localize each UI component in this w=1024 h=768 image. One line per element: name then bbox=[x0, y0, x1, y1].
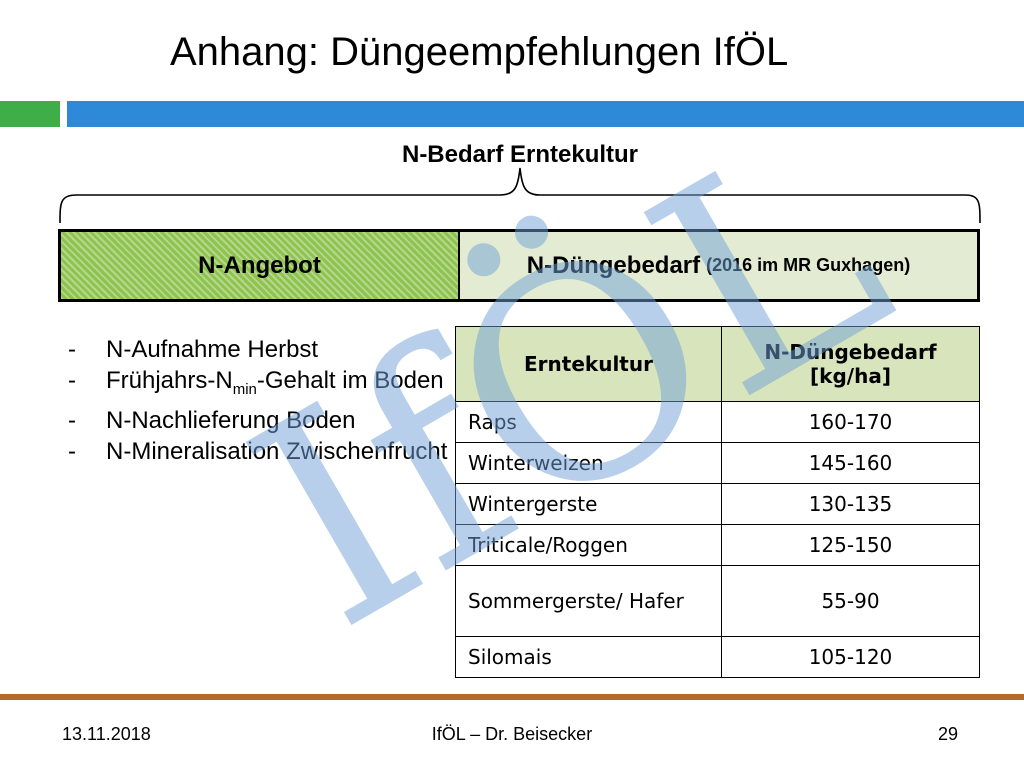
table-cell-value: 125-150 bbox=[721, 524, 980, 566]
table-cell-crop: Winterweizen bbox=[455, 442, 722, 484]
footer-author: IfÖL – Dr. Beisecker bbox=[431, 724, 593, 744]
bullet-text: Frühjahrs-Nmin-Gehalt im Boden bbox=[106, 367, 444, 398]
table-cell-value: 160-170 bbox=[721, 401, 980, 443]
bullet-list: - N-Aufnahme Herbst - Frühjahrs-Nmin-Geh… bbox=[68, 336, 448, 469]
table-header-cell: N-Düngebedarf [kg/ha] bbox=[721, 326, 980, 402]
table-cell-crop: Wintergerste bbox=[455, 483, 722, 525]
table-cell-crop: Silomais bbox=[455, 636, 722, 678]
table-cell-crop: Sommergerste/ Hafer bbox=[455, 565, 722, 637]
table-row: Triticale/Roggen 125-150 bbox=[455, 524, 980, 566]
table-header-cell: Erntekultur bbox=[455, 326, 722, 402]
bullet-text: N-Aufnahme Herbst bbox=[106, 336, 319, 363]
n-duengebedarf-label: N-Düngebedarf bbox=[526, 251, 701, 279]
footer-divider bbox=[0, 694, 1024, 700]
bullet-item: - N-Mineralisation Zwischenfrucht bbox=[68, 437, 448, 465]
curly-brace bbox=[59, 167, 981, 224]
table-row: Raps 160-170 bbox=[455, 401, 980, 443]
crop-table: Erntekultur N-Düngebedarf [kg/ha] Raps 1… bbox=[455, 326, 980, 678]
table-cell-value: 130-135 bbox=[721, 483, 980, 525]
table-row: Silomais 105-120 bbox=[455, 636, 980, 678]
table-row: Sommergerste/ Hafer 55-90 bbox=[455, 565, 980, 637]
accent-bar-green bbox=[0, 101, 60, 127]
accent-bar-blue bbox=[67, 101, 1024, 127]
n-balance-bar: N-Angebot N-Düngebedarf (2016 im MR Guxh… bbox=[58, 229, 980, 302]
table-cell-value: 105-120 bbox=[721, 636, 980, 678]
slide-title: Anhang: Düngeempfehlungen IfÖL bbox=[170, 30, 789, 74]
n-angebot-label: N-Angebot bbox=[198, 251, 321, 279]
bullet-item: - N-Nachlieferung Boden bbox=[68, 406, 356, 434]
n-duengebedarf-note: (2016 im MR Guxhagen) bbox=[706, 255, 911, 275]
table-row: Winterweizen 145-160 bbox=[455, 442, 980, 484]
bullet-item: - Frühjahrs-Nmin-Gehalt im Boden bbox=[68, 367, 448, 404]
table-header-row: Erntekultur N-Düngebedarf [kg/ha] bbox=[455, 326, 980, 402]
footer-date: 13.11.2018 bbox=[62, 724, 151, 744]
table-cell-crop: Raps bbox=[455, 401, 722, 443]
table-cell-value: 145-160 bbox=[721, 442, 980, 484]
table-cell-crop: Triticale/Roggen bbox=[455, 524, 722, 566]
table-cell-value: 55-90 bbox=[721, 565, 980, 637]
footer-page-number: 29 bbox=[938, 724, 959, 744]
bedarf-label: N-Bedarf Erntekultur bbox=[401, 141, 639, 168]
n-angebot-box: N-Angebot bbox=[61, 232, 460, 299]
table-row: Wintergerste 130-135 bbox=[455, 483, 980, 525]
bullet-text: N-Nachlieferung Boden bbox=[106, 406, 356, 434]
bullet-item: - N-Aufnahme Herbst bbox=[68, 336, 319, 363]
n-duengebedarf-box: N-Düngebedarf (2016 im MR Guxhagen) bbox=[460, 232, 977, 299]
bullet-text: N-Mineralisation Zwischenfrucht bbox=[106, 437, 448, 465]
